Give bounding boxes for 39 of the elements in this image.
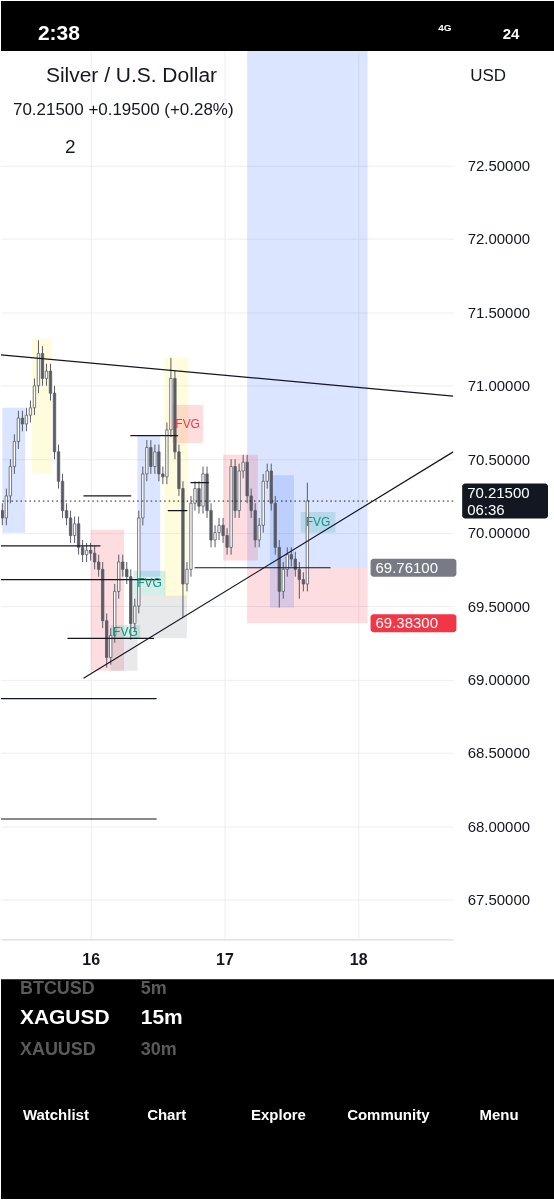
x-tick-label: 18 — [349, 950, 368, 968]
text: Chart — [147, 1106, 187, 1124]
y-tick-label: 68.50000 — [467, 744, 531, 762]
y-tick-label: 72.00000 — [467, 230, 531, 248]
text: Watchlist — [22, 1106, 89, 1124]
y-tick-label: 70.00000 — [467, 524, 531, 542]
y-tick-label: 72.50000 — [467, 157, 531, 175]
legend-label: FVG — [305, 515, 331, 530]
annotation: 69.76100 — [375, 558, 438, 576]
text: USD — [470, 65, 506, 85]
annotation: 69.38300 — [375, 614, 438, 632]
text: XAGUSD — [19, 1005, 110, 1029]
text: 4G — [438, 22, 452, 34]
text: 70.21500 +0.19500 (+0.28%) — [12, 99, 234, 119]
y-tick-label: 69.00000 — [467, 670, 531, 688]
legend-label: FVG — [113, 624, 138, 639]
text: 30m — [140, 1039, 177, 1060]
text: XAUUSD — [19, 1039, 96, 1060]
x-tick-label: 17 — [216, 950, 234, 968]
x-tick-label: 16 — [82, 950, 101, 968]
y-tick-label: 67.50000 — [467, 891, 531, 909]
legend-label: FVG — [175, 416, 200, 431]
y-tick-label: 70.50000 — [467, 450, 531, 468]
legend-label: FVG — [137, 576, 162, 591]
y-tick-label: 68.00000 — [467, 817, 531, 835]
y-tick-label: 69.50000 — [467, 597, 531, 615]
annotation: 2 — [64, 135, 76, 157]
text: Silver / U.S. Dollar — [45, 62, 218, 86]
ref-line-label: 70.21500 06:36 — [467, 483, 530, 518]
text: 2:38 — [37, 21, 81, 45]
text: 15m — [140, 1005, 183, 1029]
text: BTCUSD — [19, 978, 95, 999]
y-tick-label: 71.00000 — [467, 377, 531, 395]
text: 5m — [140, 978, 167, 999]
text: 24 — [502, 25, 521, 43]
text: Menu — [479, 1106, 519, 1124]
text: Explore — [251, 1106, 306, 1124]
y-tick-label: 71.50000 — [467, 303, 531, 321]
text: Community — [347, 1106, 431, 1124]
